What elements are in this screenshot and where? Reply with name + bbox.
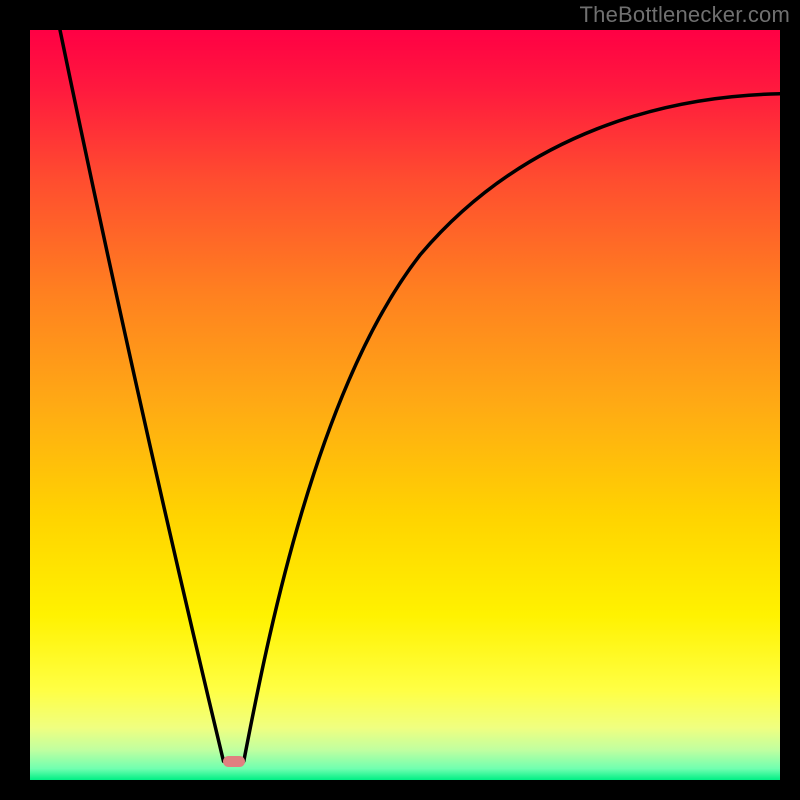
bottleneck-curve: [30, 30, 780, 780]
watermark-text: TheBottlenecker.com: [580, 2, 790, 28]
optimal-marker: [223, 756, 246, 767]
plot-area: [30, 30, 780, 780]
chart-container: TheBottlenecker.com: [0, 0, 800, 800]
